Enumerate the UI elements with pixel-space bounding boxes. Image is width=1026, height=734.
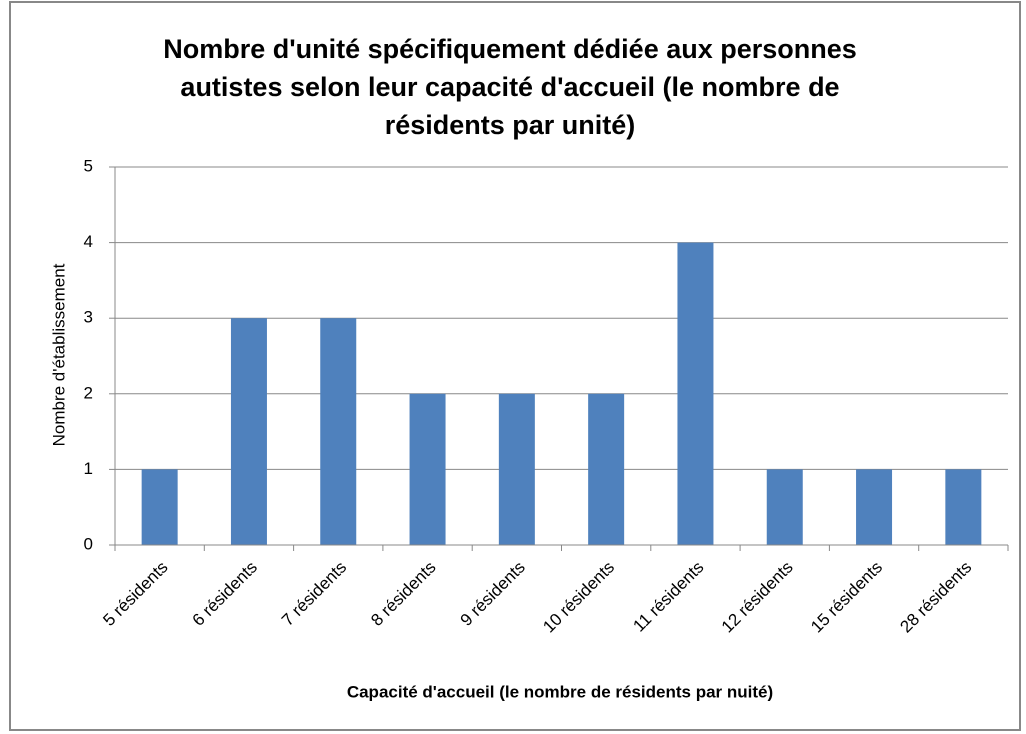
y-tick-label: 3	[84, 308, 93, 327]
chart-title: Nombre d'unité spécifiquement dédiée aux…	[163, 34, 857, 140]
bar	[498, 393, 535, 545]
bar	[141, 469, 178, 545]
bar	[588, 393, 625, 545]
bar	[677, 242, 714, 545]
y-tick-label: 4	[84, 232, 93, 251]
bar	[945, 469, 982, 545]
bar	[230, 318, 267, 545]
y-axis-label: Nombre d'établissement	[49, 263, 68, 446]
y-tick-label: 2	[84, 383, 93, 402]
y-tick-label: 1	[84, 459, 93, 478]
x-axis-label: Capacité d'accueil (le nombre de résiden…	[347, 682, 773, 701]
bar	[856, 469, 893, 545]
bar	[320, 318, 357, 545]
bar	[766, 469, 803, 545]
bar	[409, 393, 446, 545]
y-tick-label: 5	[84, 156, 93, 175]
chart-border	[9, 1, 1021, 731]
y-tick-label: 0	[84, 534, 93, 553]
